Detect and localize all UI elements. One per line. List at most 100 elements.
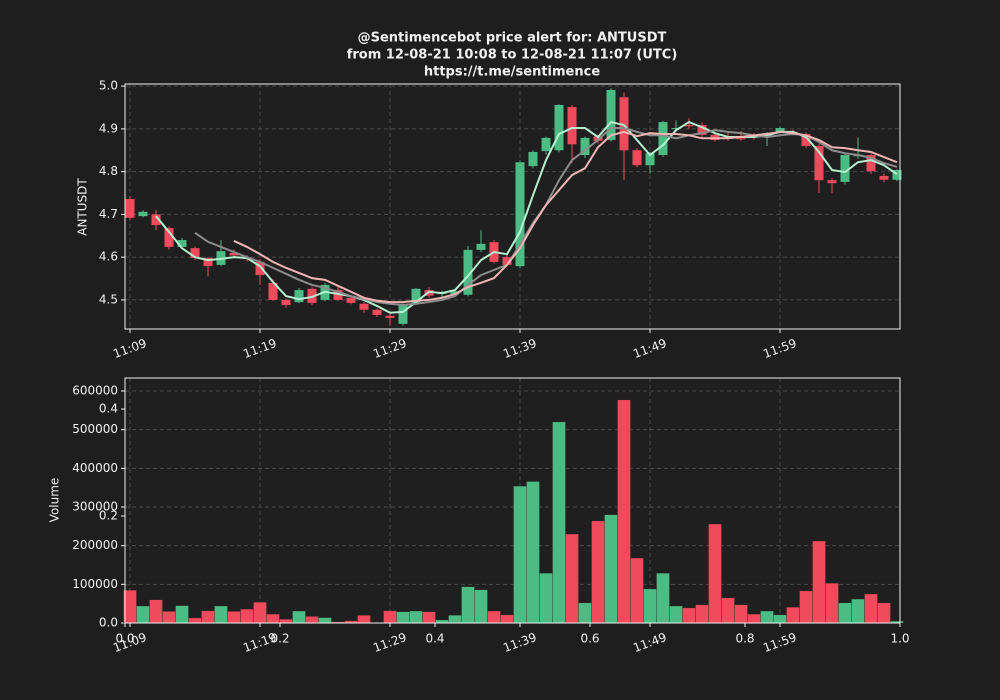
volume-bar	[487, 610, 501, 624]
candle-body	[385, 315, 395, 318]
y-tick-label: 100000	[72, 577, 118, 591]
volume-bar	[227, 611, 241, 624]
overlay-x-tick-label: 0.2	[270, 632, 289, 646]
candle-body	[632, 150, 642, 166]
candle-body	[814, 145, 824, 181]
volume-bar	[539, 572, 553, 624]
volume-bar	[812, 540, 826, 624]
volume-bar	[279, 618, 293, 624]
candle-body	[151, 214, 161, 226]
volume-bar	[461, 586, 475, 624]
candle-body	[177, 240, 187, 247]
candle-body	[567, 107, 577, 145]
candle-body	[476, 243, 486, 250]
candle-body	[606, 89, 616, 141]
chart-subtitle: from 12-08-21 10:08 to 12-08-21 11:07 (U…	[347, 48, 678, 63]
y-tick-label: 4.5	[99, 292, 118, 306]
volume-bar	[617, 399, 631, 624]
candle-body	[515, 162, 525, 267]
price-panel	[125, 84, 900, 329]
volume-bar	[240, 608, 254, 624]
volume-bar	[292, 610, 306, 624]
y-tick-label: 600000	[72, 383, 118, 397]
candle-body	[164, 228, 174, 247]
volume-bar	[864, 593, 878, 624]
volume-bar	[409, 610, 423, 624]
y-axis-label: Volume	[48, 478, 62, 523]
chart-title: @Sentimencebot price alert for: ANTUSDT	[358, 31, 667, 46]
price-frame	[124, 83, 901, 330]
volume-bar	[786, 606, 800, 624]
candle-body	[398, 305, 408, 324]
candle-body	[580, 137, 590, 155]
candle-body	[450, 291, 460, 294]
candle-body	[554, 104, 564, 151]
volume-bar	[643, 588, 657, 624]
volume-bar	[838, 602, 852, 624]
candle-body	[281, 299, 291, 306]
volume-bar	[708, 523, 722, 624]
candle-body	[645, 153, 655, 166]
y-tick-label: 500000	[72, 422, 118, 436]
volume-bar	[318, 617, 332, 624]
y-tick-label: 400000	[72, 461, 118, 475]
candle-body	[190, 248, 200, 259]
candle-body	[866, 154, 876, 172]
candle-body	[528, 151, 538, 167]
y-tick-label: 0.0	[99, 616, 118, 630]
volume-bar	[825, 583, 839, 624]
y-tick-label: 300000	[72, 499, 118, 513]
candle-body	[294, 290, 304, 303]
volume-bar	[773, 614, 787, 624]
plot-layer: 4.54.64.74.84.95.011:09 11:19 11:29 11:39 11…	[72, 79, 909, 655]
volume-bar	[721, 597, 735, 624]
volume-bar	[799, 590, 813, 624]
volume-bar	[630, 557, 644, 624]
candle-body	[827, 180, 837, 184]
candle-body	[372, 309, 382, 315]
candle-body	[255, 261, 265, 276]
candle-body	[697, 125, 707, 135]
candle-body	[333, 290, 343, 300]
volume-bar	[214, 605, 228, 624]
candle-body	[268, 282, 278, 300]
volume-bar	[357, 615, 371, 624]
candle-body	[736, 138, 746, 140]
volume-bar	[136, 605, 150, 624]
volume-bar	[188, 617, 202, 624]
candle-body	[138, 211, 148, 217]
volume-bar	[526, 481, 540, 624]
volume-bar	[513, 485, 527, 624]
volume-bar	[682, 607, 696, 624]
candle-body	[359, 303, 369, 310]
volume-bar	[565, 533, 579, 624]
candle-body	[801, 134, 811, 146]
volume-bar	[734, 604, 748, 624]
candle-body	[684, 125, 694, 127]
candle-body	[840, 154, 850, 182]
volume-bar	[747, 613, 761, 624]
volume-bar	[760, 610, 774, 624]
y-tick-label: 5.0	[99, 79, 118, 93]
y-tick-label: 0.2	[99, 509, 118, 523]
volume-bar	[266, 613, 280, 624]
volume-bar	[500, 614, 514, 624]
overlay-x-tick-label: 0.8	[735, 632, 754, 646]
y-tick-label: 0.4	[99, 402, 118, 416]
y-tick-label: 4.8	[99, 164, 118, 178]
volume-bar	[578, 602, 592, 624]
overlay-x-tick-label: 1.0	[890, 632, 909, 646]
candle-body	[619, 97, 629, 151]
candle-body	[229, 252, 239, 256]
candle-body	[463, 249, 473, 295]
volume-bar	[851, 598, 865, 624]
candle-body	[879, 175, 889, 180]
overlay-x-tick-label: 0.4	[425, 632, 444, 646]
volume-bar	[656, 572, 670, 624]
candle-body	[502, 257, 512, 265]
overlay-x-tick-label: 0.6	[580, 632, 599, 646]
y-axis-label: ANTUSDT	[76, 178, 90, 236]
candle-body	[125, 199, 135, 218]
volume-bar	[149, 599, 163, 624]
